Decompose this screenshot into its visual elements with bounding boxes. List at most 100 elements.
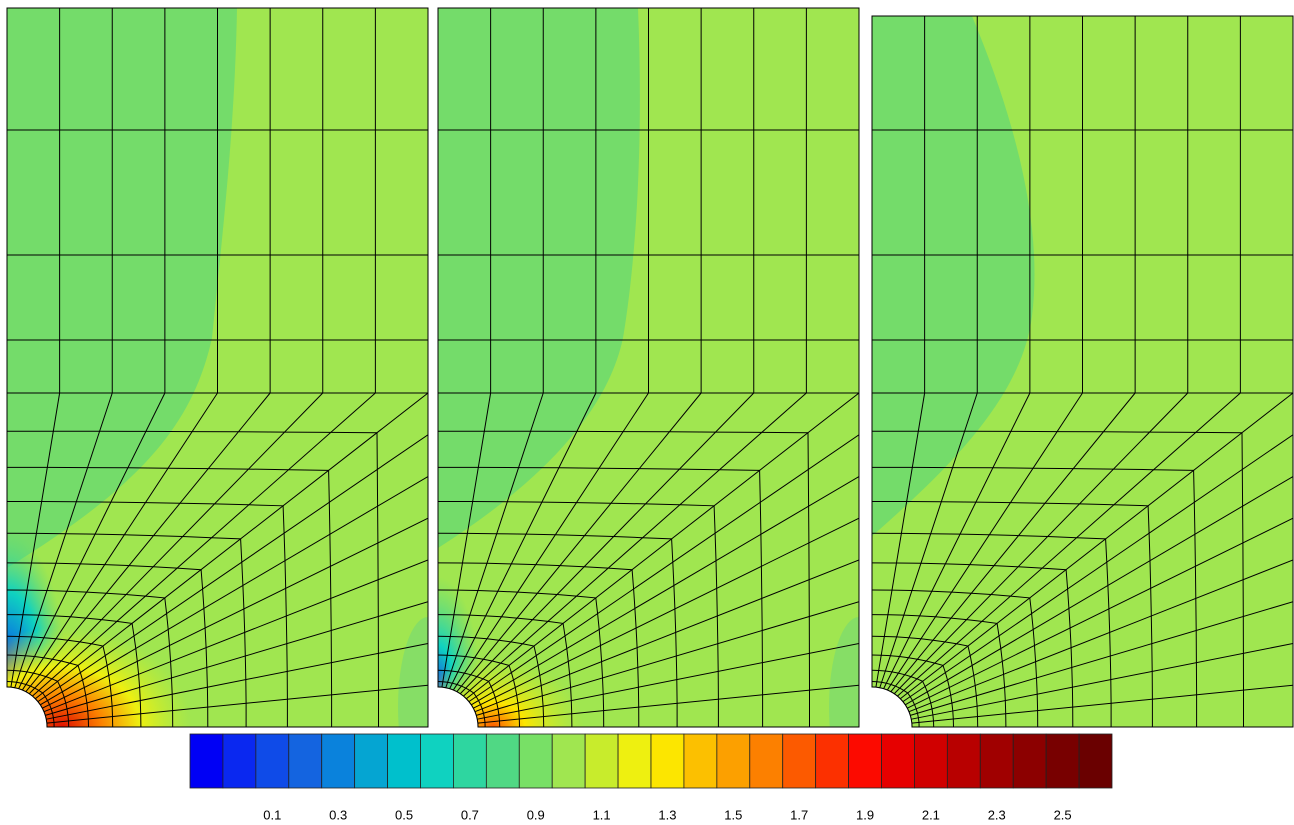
- mesh-ring: [438, 635, 545, 727]
- mesh-line: [899, 392, 1293, 700]
- colorbar: 0.1 0.3 0.5 0.7 0.9 1.1 1.3 1.5 1.7 1.9 2.1 2.3 2.5: [189, 733, 1113, 822]
- mesh-panel: [6, 7, 429, 728]
- field-region: [398, 617, 428, 727]
- mesh-line: [477, 684, 859, 724]
- mesh-ring: [438, 392, 859, 727]
- mesh-line: [42, 517, 428, 709]
- mesh-line: [905, 476, 1293, 706]
- mesh-line: [40, 476, 428, 706]
- mesh-line: [474, 559, 859, 713]
- field-high: [7, 627, 192, 727]
- mesh-line: [445, 392, 544, 688]
- mesh-line: [471, 476, 859, 706]
- mesh-line: [10, 392, 61, 688]
- color-cell: [782, 733, 817, 789]
- field-region: [829, 617, 859, 727]
- mesh-line: [883, 392, 1031, 689]
- mesh-ring: [872, 669, 935, 727]
- mesh-ring: [7, 430, 379, 727]
- mesh-ring: [438, 466, 764, 727]
- mesh-panel: [437, 7, 860, 728]
- tick-label: 1.3: [658, 807, 676, 822]
- color-cell: [518, 733, 553, 789]
- tick-label: 1.1: [593, 807, 611, 822]
- tick-label: 0.1: [263, 807, 281, 822]
- color-cell: [881, 733, 915, 789]
- mesh-line: [476, 601, 859, 716]
- field-region: [872, 16, 1035, 536]
- tick-label: 0.9: [527, 807, 545, 822]
- mesh-ring: [7, 562, 209, 727]
- panel-outline: [871, 15, 1294, 728]
- field: [7, 8, 428, 727]
- mesh-line: [468, 434, 859, 703]
- mesh-line: [28, 392, 324, 695]
- mesh-ring: [872, 562, 1074, 727]
- mesh-line: [43, 559, 428, 713]
- field: [438, 8, 859, 727]
- mesh-line: [45, 601, 428, 716]
- mesh-line: [890, 392, 1136, 693]
- color-cell: [453, 733, 487, 789]
- color-cell: [189, 733, 224, 789]
- mesh-line: [37, 434, 428, 703]
- tick-label: 1.5: [724, 807, 742, 822]
- mesh-ring: [7, 635, 114, 727]
- color-cell: [321, 733, 356, 789]
- color-cell: [288, 733, 323, 789]
- mesh-ring: [7, 466, 333, 727]
- mesh-ring: [872, 635, 979, 727]
- color-cell: [551, 733, 586, 789]
- field-low: [7, 532, 67, 727]
- mesh-ring: [7, 614, 142, 727]
- color-cell: [420, 733, 454, 789]
- field-region: [7, 8, 237, 568]
- mesh-line: [34, 392, 428, 700]
- mesh-ring: [438, 501, 719, 727]
- mesh-ring: [438, 532, 678, 727]
- mesh-line: [46, 684, 428, 724]
- mesh-line: [879, 392, 978, 688]
- panel-outline: [437, 7, 860, 728]
- color-cell: [815, 733, 849, 789]
- color-cell: [749, 733, 784, 789]
- mesh-ring: [872, 430, 1244, 727]
- mesh-line: [911, 684, 1293, 724]
- mesh-ring: [872, 681, 920, 727]
- mesh-ring: [872, 466, 1198, 727]
- mesh-ring: [438, 654, 520, 727]
- color-cell: [617, 733, 652, 789]
- mesh-panels: [6, 7, 1294, 728]
- mesh-line: [456, 392, 702, 693]
- mesh-ring: [7, 501, 288, 727]
- mesh-line: [449, 392, 597, 689]
- mesh-line: [465, 392, 859, 700]
- mesh-ring: [872, 392, 1293, 727]
- mesh-line: [908, 559, 1293, 713]
- mesh-line: [18, 392, 166, 689]
- color-cell: [716, 733, 751, 789]
- color-cell: [1012, 733, 1047, 789]
- color-cell: [354, 733, 388, 789]
- mesh-ring: [7, 589, 174, 727]
- mesh-line: [875, 392, 926, 688]
- color-cell: [222, 733, 257, 789]
- mesh-line: [452, 392, 649, 691]
- mesh-ring: [438, 681, 486, 727]
- tick-label: 0.7: [461, 807, 479, 822]
- mesh-line: [910, 601, 1293, 716]
- color-cell: [946, 733, 981, 789]
- panel-outline: [6, 7, 429, 728]
- field-region: [438, 8, 640, 548]
- color-cell: [584, 733, 619, 789]
- mesh-panel: [871, 15, 1294, 728]
- mesh-ring: [872, 654, 954, 727]
- mesh-ring: [438, 562, 640, 727]
- mesh-line: [459, 392, 755, 695]
- field-low: [438, 577, 480, 727]
- mesh-line: [463, 392, 807, 697]
- mesh-line: [473, 517, 859, 709]
- mesh-ring: [438, 430, 810, 727]
